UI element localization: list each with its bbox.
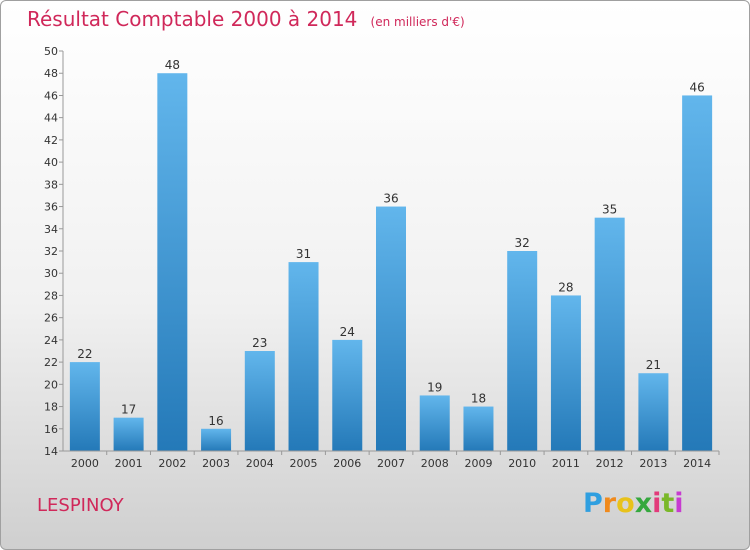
y-tick-label: 44 bbox=[44, 112, 58, 125]
logo-letter: t bbox=[661, 488, 675, 519]
x-tick-label: 2009 bbox=[464, 457, 492, 470]
data-label: 23 bbox=[252, 336, 267, 350]
bar bbox=[550, 295, 581, 451]
x-tick-label: 2006 bbox=[333, 457, 361, 470]
data-label: 31 bbox=[296, 247, 311, 261]
y-tick-label: 24 bbox=[44, 334, 58, 347]
x-tick-label: 2001 bbox=[115, 457, 143, 470]
y-tick-label: 18 bbox=[44, 401, 58, 414]
x-tick-label: 2007 bbox=[377, 457, 405, 470]
y-tick-label: 34 bbox=[44, 223, 58, 236]
x-tick-label: 2003 bbox=[202, 457, 230, 470]
logo-letter: i bbox=[674, 488, 684, 519]
chart-title-unit: (en milliers d'€) bbox=[370, 15, 465, 29]
bar bbox=[201, 428, 232, 451]
data-label: 35 bbox=[602, 203, 617, 217]
bar bbox=[376, 206, 406, 451]
y-tick-label: 14 bbox=[44, 445, 58, 458]
bar bbox=[682, 95, 713, 451]
x-tick-label: 2002 bbox=[158, 457, 186, 470]
y-tick-label: 50 bbox=[44, 45, 58, 58]
proxiti-logo: Proxiti bbox=[583, 488, 684, 519]
bar bbox=[463, 406, 494, 451]
axes-group: 2000 2001 2002 2003 2004 2005 2006 2007 2008 2009… bbox=[44, 45, 720, 470]
data-label: 28 bbox=[558, 280, 573, 294]
x-tick-label: 2014 bbox=[683, 457, 711, 470]
x-tick-label: 2012 bbox=[596, 457, 624, 470]
bars-group: 22 17 48 16 23 31 24 36 19 18 32 28 35 21 46 bbox=[69, 58, 713, 451]
y-tick-label: 36 bbox=[44, 201, 58, 214]
x-tick-label: 2005 bbox=[290, 457, 318, 470]
y-tick-label: 42 bbox=[44, 134, 58, 147]
y-tick-label: 26 bbox=[44, 312, 58, 325]
logo-letter: i bbox=[652, 488, 662, 519]
data-label: 21 bbox=[646, 358, 661, 372]
y-tick-label: 48 bbox=[44, 67, 58, 80]
y-tick-label: 16 bbox=[44, 423, 58, 436]
y-tick-label: 46 bbox=[44, 89, 58, 102]
bar bbox=[594, 217, 625, 451]
data-label: 32 bbox=[515, 236, 530, 250]
bar bbox=[113, 417, 144, 451]
data-label: 19 bbox=[427, 380, 442, 394]
y-tick-label: 22 bbox=[44, 356, 58, 369]
x-tick-label: 2013 bbox=[639, 457, 667, 470]
x-tick-label: 2000 bbox=[71, 457, 99, 470]
chart-title-main: Résultat Comptable 2000 à 2014 bbox=[27, 7, 358, 31]
bar bbox=[419, 395, 450, 451]
data-label: 36 bbox=[383, 192, 398, 206]
data-label: 48 bbox=[165, 58, 180, 72]
data-label: 18 bbox=[471, 392, 486, 406]
x-tick-label: 2004 bbox=[246, 457, 274, 470]
data-label: 46 bbox=[689, 80, 704, 94]
y-tick-label: 30 bbox=[44, 267, 58, 280]
logo-letter: x bbox=[634, 488, 653, 519]
logo-letter: r bbox=[602, 488, 617, 519]
data-label: 24 bbox=[340, 325, 355, 339]
y-tick-label: 20 bbox=[44, 378, 58, 391]
y-tick-label: 32 bbox=[44, 245, 58, 258]
bar bbox=[69, 362, 100, 451]
y-tick-label: 38 bbox=[44, 178, 58, 191]
bar bbox=[332, 339, 363, 451]
logo-letter: P bbox=[583, 488, 603, 519]
x-tick-label: 2011 bbox=[552, 457, 580, 470]
x-tick-label: 2010 bbox=[508, 457, 536, 470]
data-label: 17 bbox=[121, 403, 136, 417]
chart-title: Résultat Comptable 2000 à 2014 (en milli… bbox=[27, 7, 465, 31]
commune-name: LESPINOY bbox=[37, 495, 124, 516]
bar bbox=[507, 251, 538, 451]
bar bbox=[157, 73, 188, 451]
bar bbox=[638, 373, 669, 451]
bar bbox=[288, 262, 319, 451]
y-tick-label: 40 bbox=[44, 156, 58, 169]
x-tick-label: 2008 bbox=[421, 457, 449, 470]
bar bbox=[244, 351, 275, 451]
logo-letter: o bbox=[616, 488, 635, 519]
data-label: 16 bbox=[208, 414, 223, 428]
y-tick-label: 28 bbox=[44, 289, 58, 302]
data-label: 22 bbox=[77, 347, 92, 361]
